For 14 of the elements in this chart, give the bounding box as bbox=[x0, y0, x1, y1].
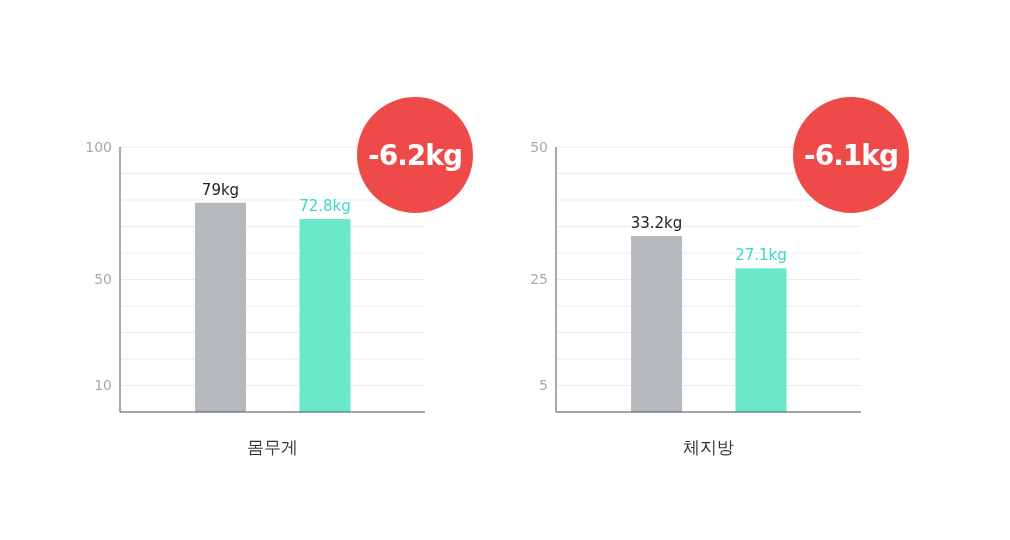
data-label: 33.2kg bbox=[630, 214, 683, 233]
y-tick-label: 5 bbox=[539, 377, 548, 394]
y-tick-label: 25 bbox=[530, 271, 548, 288]
y-tick-label: 50 bbox=[94, 271, 112, 288]
data-label: 79kg bbox=[201, 180, 240, 199]
y-tick-label: 10 bbox=[94, 377, 112, 394]
badge: -6.1kg bbox=[793, 97, 909, 213]
badge: -6.2kg bbox=[357, 97, 473, 213]
data-label: 72.8kg bbox=[299, 197, 351, 216]
data-label: 27.1kg bbox=[735, 246, 787, 265]
x-axis-title: 몸무게 bbox=[247, 437, 298, 457]
x-axis-title: 체지방 bbox=[683, 437, 734, 457]
y-tick-label: 100 bbox=[85, 138, 112, 155]
y-tick-label: 50 bbox=[530, 138, 548, 155]
